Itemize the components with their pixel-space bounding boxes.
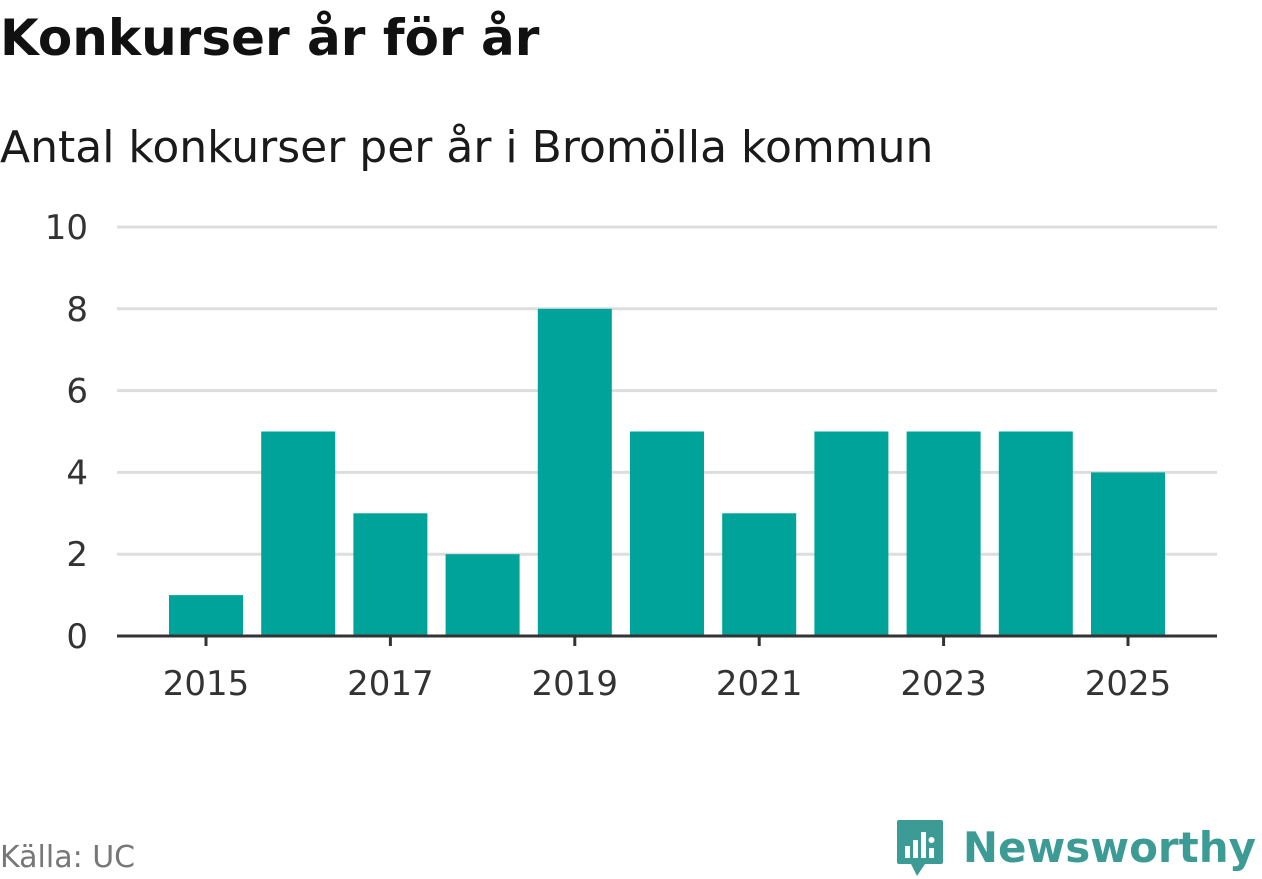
bars <box>169 308 1165 636</box>
bar-2016 <box>261 431 336 636</box>
y-tick-label: 8 <box>66 290 88 330</box>
chart-subtitle: Antal konkurser per år i Bromölla kommun <box>0 122 934 173</box>
brand-name: Newsworthy <box>962 823 1256 872</box>
newsworthy-logo-icon <box>896 820 943 876</box>
y-tick-label: 10 <box>45 208 88 248</box>
x-tick-label: 2023 <box>900 664 987 704</box>
bar-2019 <box>537 308 612 636</box>
bar-2018 <box>445 554 520 636</box>
y-tick-label: 0 <box>66 617 88 657</box>
chart-title: Konkurser år för år <box>0 9 540 67</box>
axes <box>117 634 1217 646</box>
tick-labels: 0 2 4 6 8 10 2015 2017 2019 2021 2023 2025 <box>45 208 1172 704</box>
x-tick-label: 2017 <box>347 664 434 704</box>
bar-2021 <box>722 513 797 636</box>
x-tick-label: 2019 <box>532 664 619 704</box>
x-tick-label: 2021 <box>716 664 803 704</box>
bar-2025 <box>1091 472 1165 636</box>
bar-2023 <box>906 431 981 636</box>
x-tick-label: 2025 <box>1085 664 1172 704</box>
bar-2024 <box>998 431 1073 636</box>
bar-2017 <box>353 513 428 636</box>
brand-logo: Newsworthy <box>895 818 1256 878</box>
y-tick-label: 2 <box>66 535 88 575</box>
bar-2022 <box>814 431 889 636</box>
source-note: Källa: UC <box>0 840 136 875</box>
y-tick-label: 4 <box>66 453 88 493</box>
bar-2015 <box>169 595 243 636</box>
x-tick-label: 2015 <box>163 664 250 704</box>
bar-2020 <box>630 431 704 636</box>
y-tick-label: 6 <box>66 372 88 412</box>
